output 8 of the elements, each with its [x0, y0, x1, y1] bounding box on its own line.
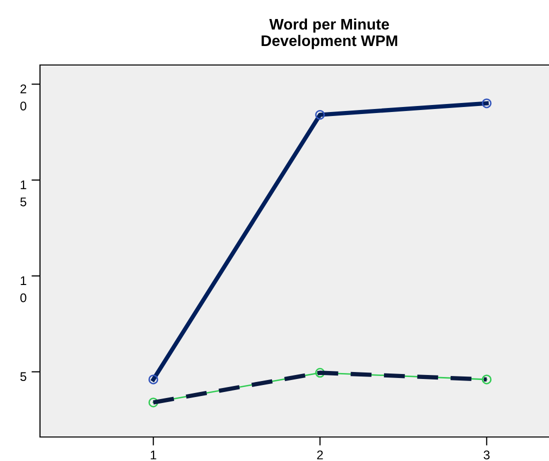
- x-tick-label: 1: [150, 450, 156, 460]
- y-tick-label: 1 0: [20, 276, 26, 302]
- y-tick-label: 1 5: [20, 180, 26, 206]
- x-tick-label: 2: [317, 450, 323, 460]
- y-tick-label: 5: [20, 372, 26, 381]
- y-tick-label: 2 0: [20, 84, 26, 110]
- x-tick-label: 3: [484, 450, 490, 460]
- chart-title: Word per Minute Development WPM: [262, 18, 398, 50]
